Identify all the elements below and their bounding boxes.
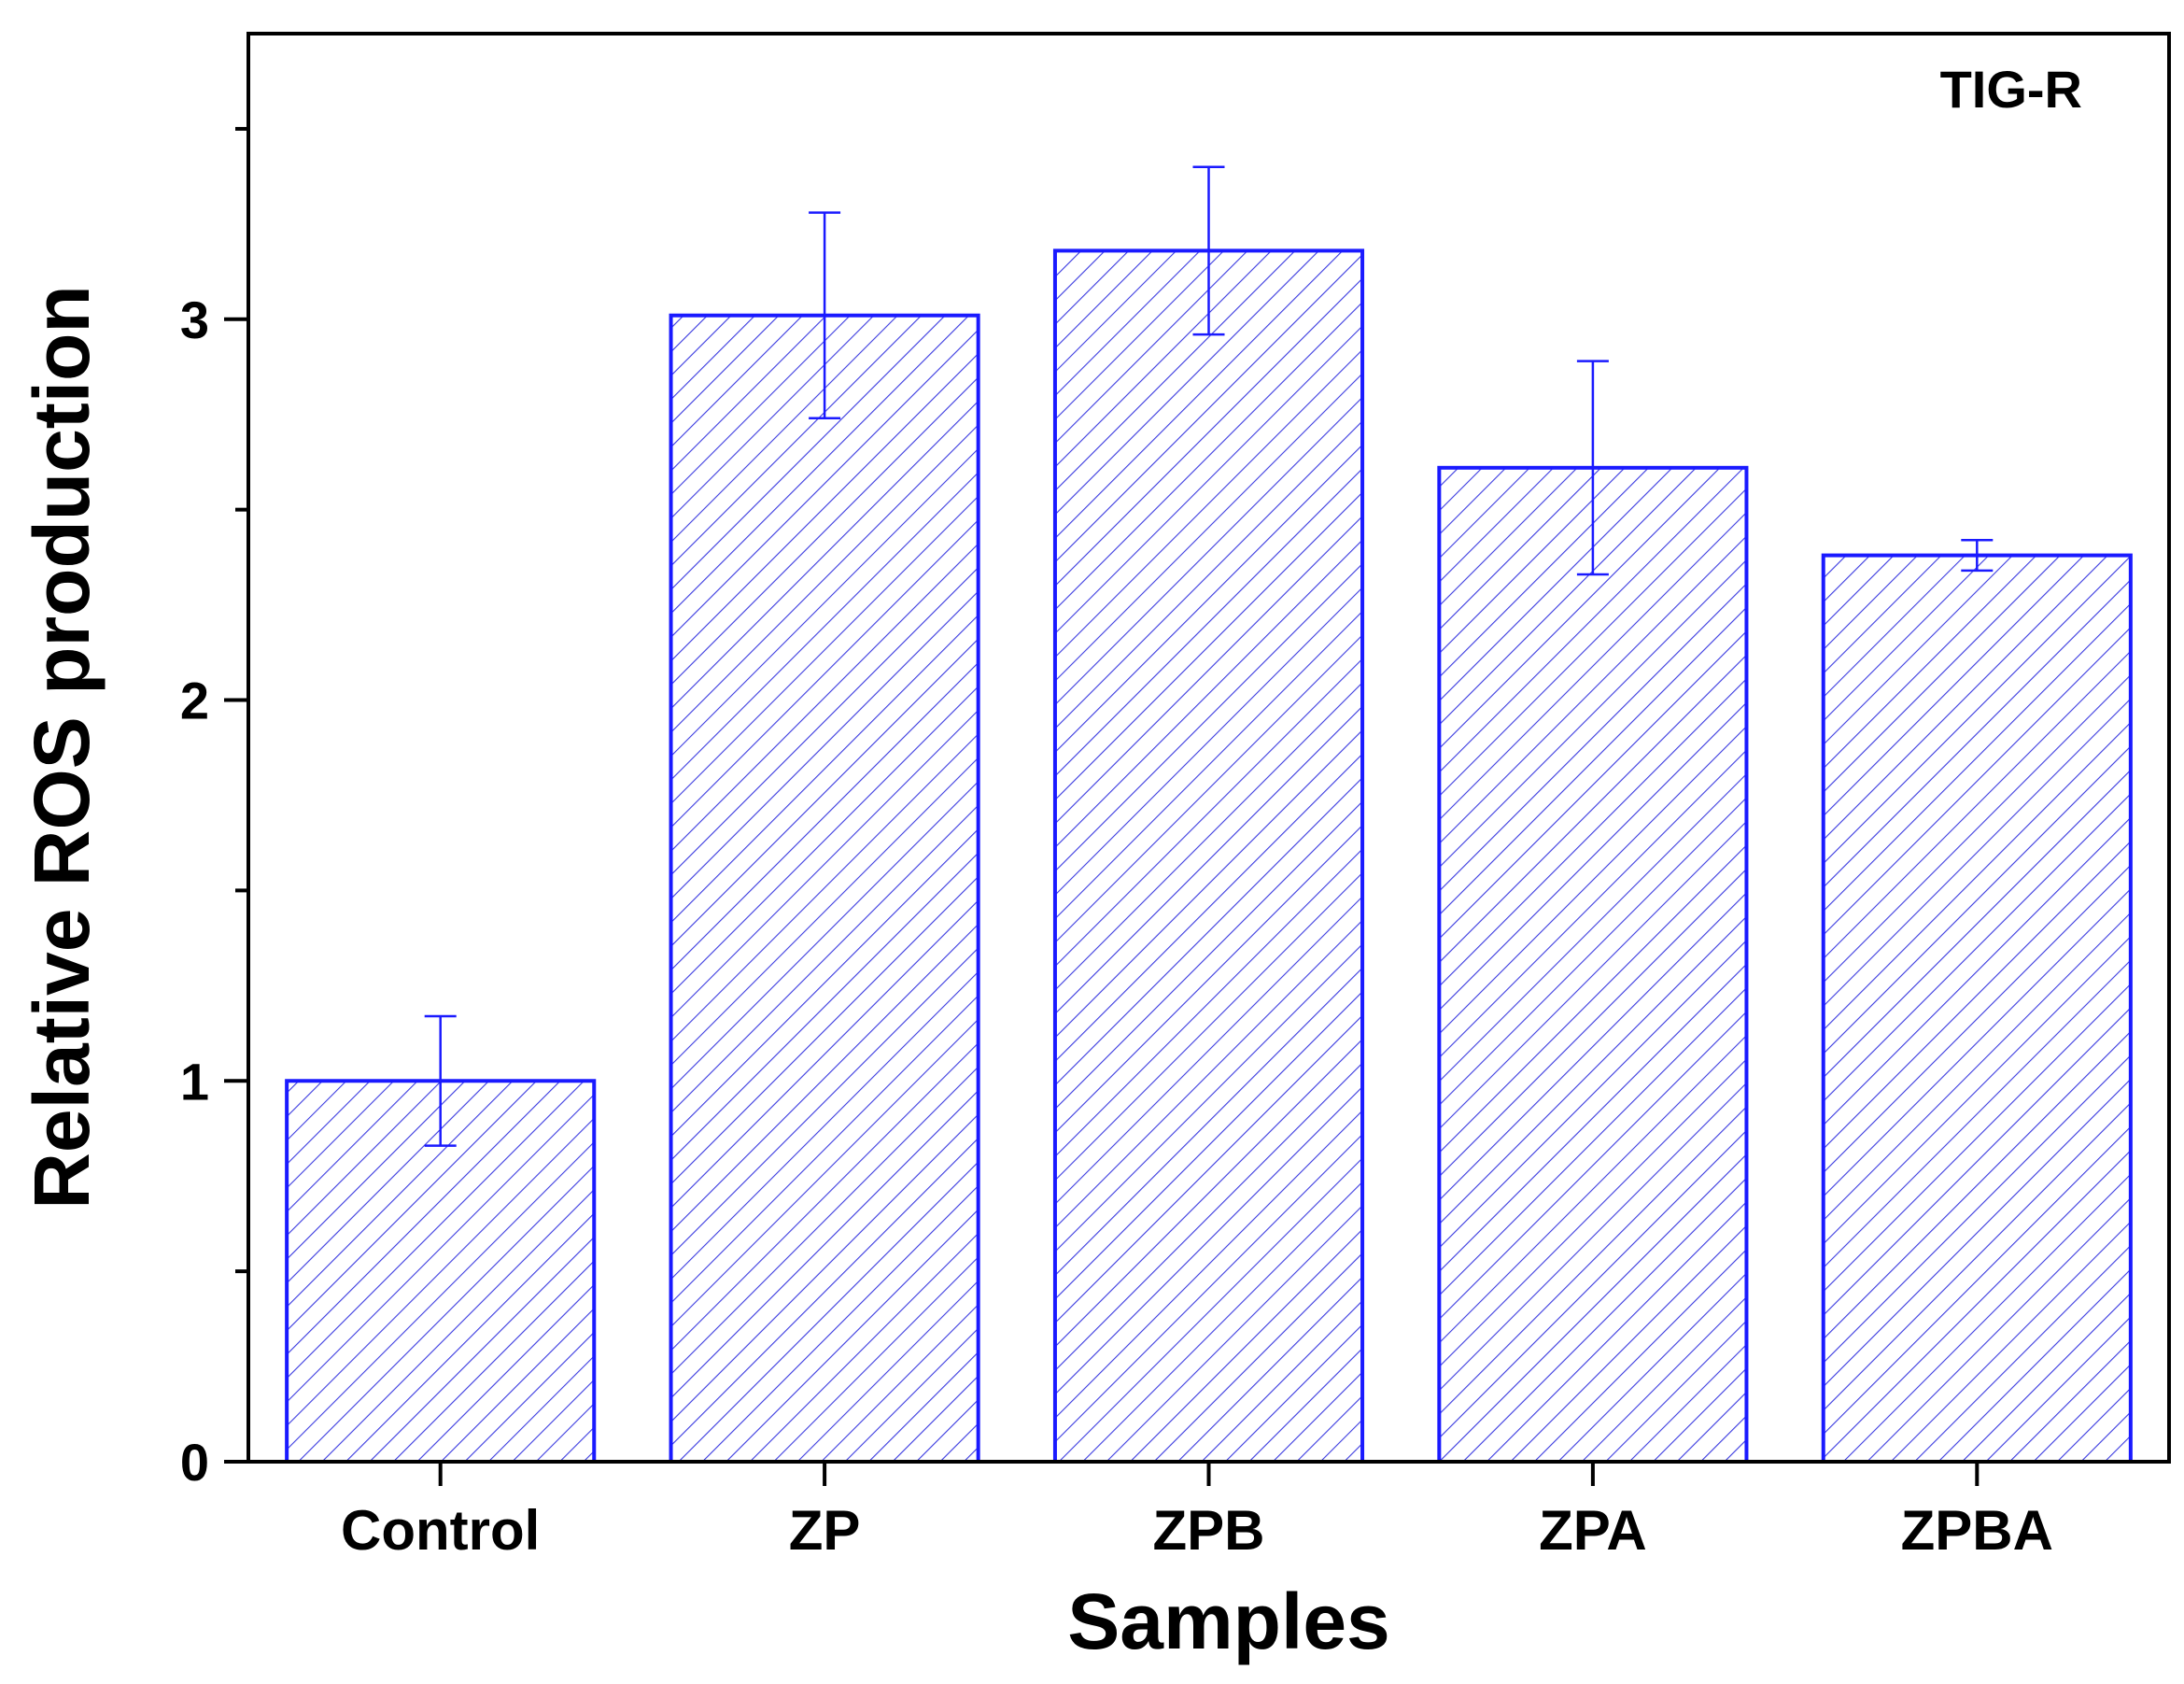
x-tick-label-zpba: ZPBA bbox=[1901, 1499, 2053, 1562]
panel-label: TIG-R bbox=[1940, 60, 2082, 119]
y-tick-label-2: 2 bbox=[180, 672, 209, 730]
x-tick-label-zp: ZP bbox=[789, 1499, 861, 1562]
y-tick-label-3: 3 bbox=[180, 290, 209, 349]
error-bar-zpba bbox=[1961, 539, 1994, 573]
y-tick-label-0: 0 bbox=[180, 1433, 209, 1492]
bar-zpba bbox=[1821, 553, 2133, 1464]
error-bar-zp bbox=[809, 211, 841, 420]
error-bar-zpb bbox=[1192, 165, 1225, 336]
x-tick-label-zpa: ZPA bbox=[1539, 1499, 1647, 1562]
bar-zpb bbox=[1052, 248, 1365, 1465]
bar-zpa bbox=[1437, 465, 1749, 1464]
error-bar-control bbox=[424, 1014, 457, 1147]
x-axis-title: Samples bbox=[1067, 1578, 1390, 1665]
y-axis-title: Relative ROS production bbox=[18, 285, 106, 1209]
bar-zp bbox=[669, 313, 980, 1464]
error-bar-zpa bbox=[1576, 360, 1609, 576]
x-tick-label-zpb: ZPB bbox=[1153, 1499, 1265, 1562]
y-tick-label-1: 1 bbox=[180, 1052, 209, 1111]
x-tick-label-control: Control bbox=[341, 1499, 540, 1562]
